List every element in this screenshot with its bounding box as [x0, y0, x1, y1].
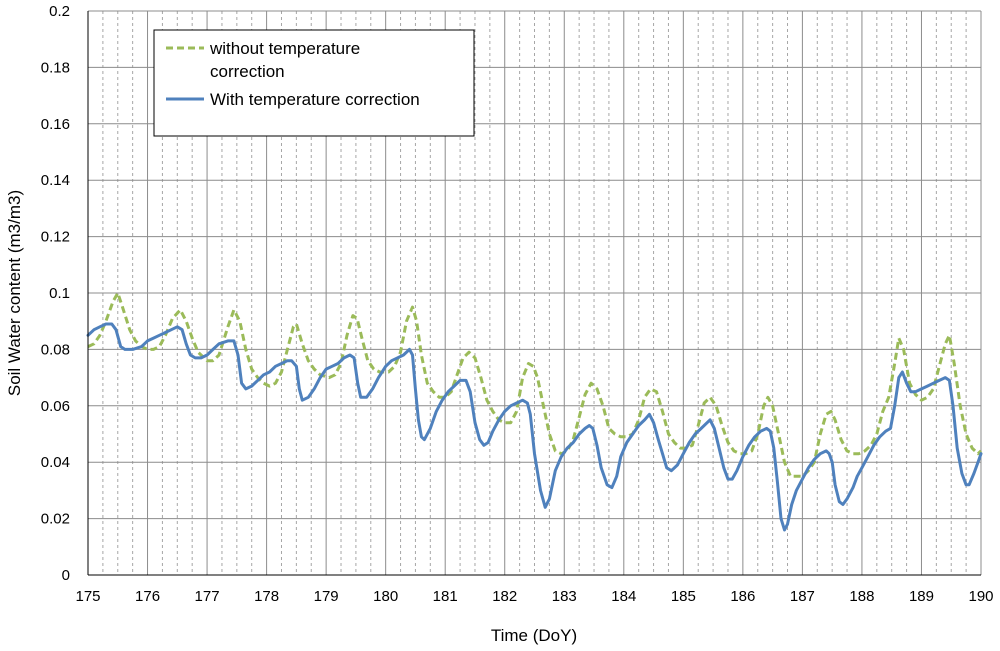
x-tick-label: 179: [314, 588, 339, 605]
x-tick-label: 177: [195, 588, 220, 605]
series-layer: [86, 291, 983, 532]
x-tick-label: 181: [433, 588, 458, 605]
x-tick-label: 189: [909, 588, 934, 605]
y-tick-label: 0.14: [41, 172, 70, 189]
y-tick-label: 0.16: [41, 116, 70, 133]
legend-label-without-correction-line1: without temperature: [209, 39, 360, 58]
x-tick-label: 186: [730, 588, 755, 605]
y-tick-label: 0.02: [41, 511, 70, 528]
y-tick-label: 0.06: [41, 398, 70, 415]
y-axis-title: Soil Water content (m3/m3): [5, 190, 24, 396]
x-tick-label: 183: [552, 588, 577, 605]
x-tick-label: 182: [492, 588, 517, 605]
x-tick-label: 175: [75, 588, 100, 605]
x-tick-label: 180: [373, 588, 398, 605]
y-tick-label: 0.12: [41, 229, 70, 246]
legend-label-without-correction-line2: correction: [210, 62, 285, 81]
x-tick-label: 178: [254, 588, 279, 605]
legend-label-with-correction: With temperature correction: [210, 90, 420, 109]
y-tick-label: 0: [62, 567, 70, 584]
x-tick-label: 190: [968, 588, 993, 605]
y-tick-label: 0.04: [41, 454, 70, 471]
x-tick-label: 188: [849, 588, 874, 605]
legend-box: [153, 29, 475, 137]
x-tick-label: 185: [671, 588, 696, 605]
y-tick-labels: 0 0.02 0.04 0.06 0.08 0.1 0.12 0.14 0.16 0.18 0.2: [41, 3, 70, 584]
x-tick-label: 176: [135, 588, 160, 605]
x-tick-labels: 175 176 177 178 179 180 181 182 183 184 185 186 187 1…: [75, 588, 993, 605]
axes: [87, 11, 981, 576]
x-axis-title: Time (DoY): [491, 626, 577, 645]
legend: without temperature correction With temp…: [153, 29, 475, 137]
y-tick-label: 0.18: [41, 59, 70, 76]
x-tick-label: 187: [790, 588, 815, 605]
series-line-without-correction: [87, 291, 983, 478]
y-tick-label: 0.08: [41, 341, 70, 358]
series-line-with-correction: [86, 322, 983, 532]
y-tick-label: 0.2: [49, 3, 70, 20]
x-tick-label: 184: [611, 588, 636, 605]
y-tick-label: 0.1: [49, 285, 70, 302]
